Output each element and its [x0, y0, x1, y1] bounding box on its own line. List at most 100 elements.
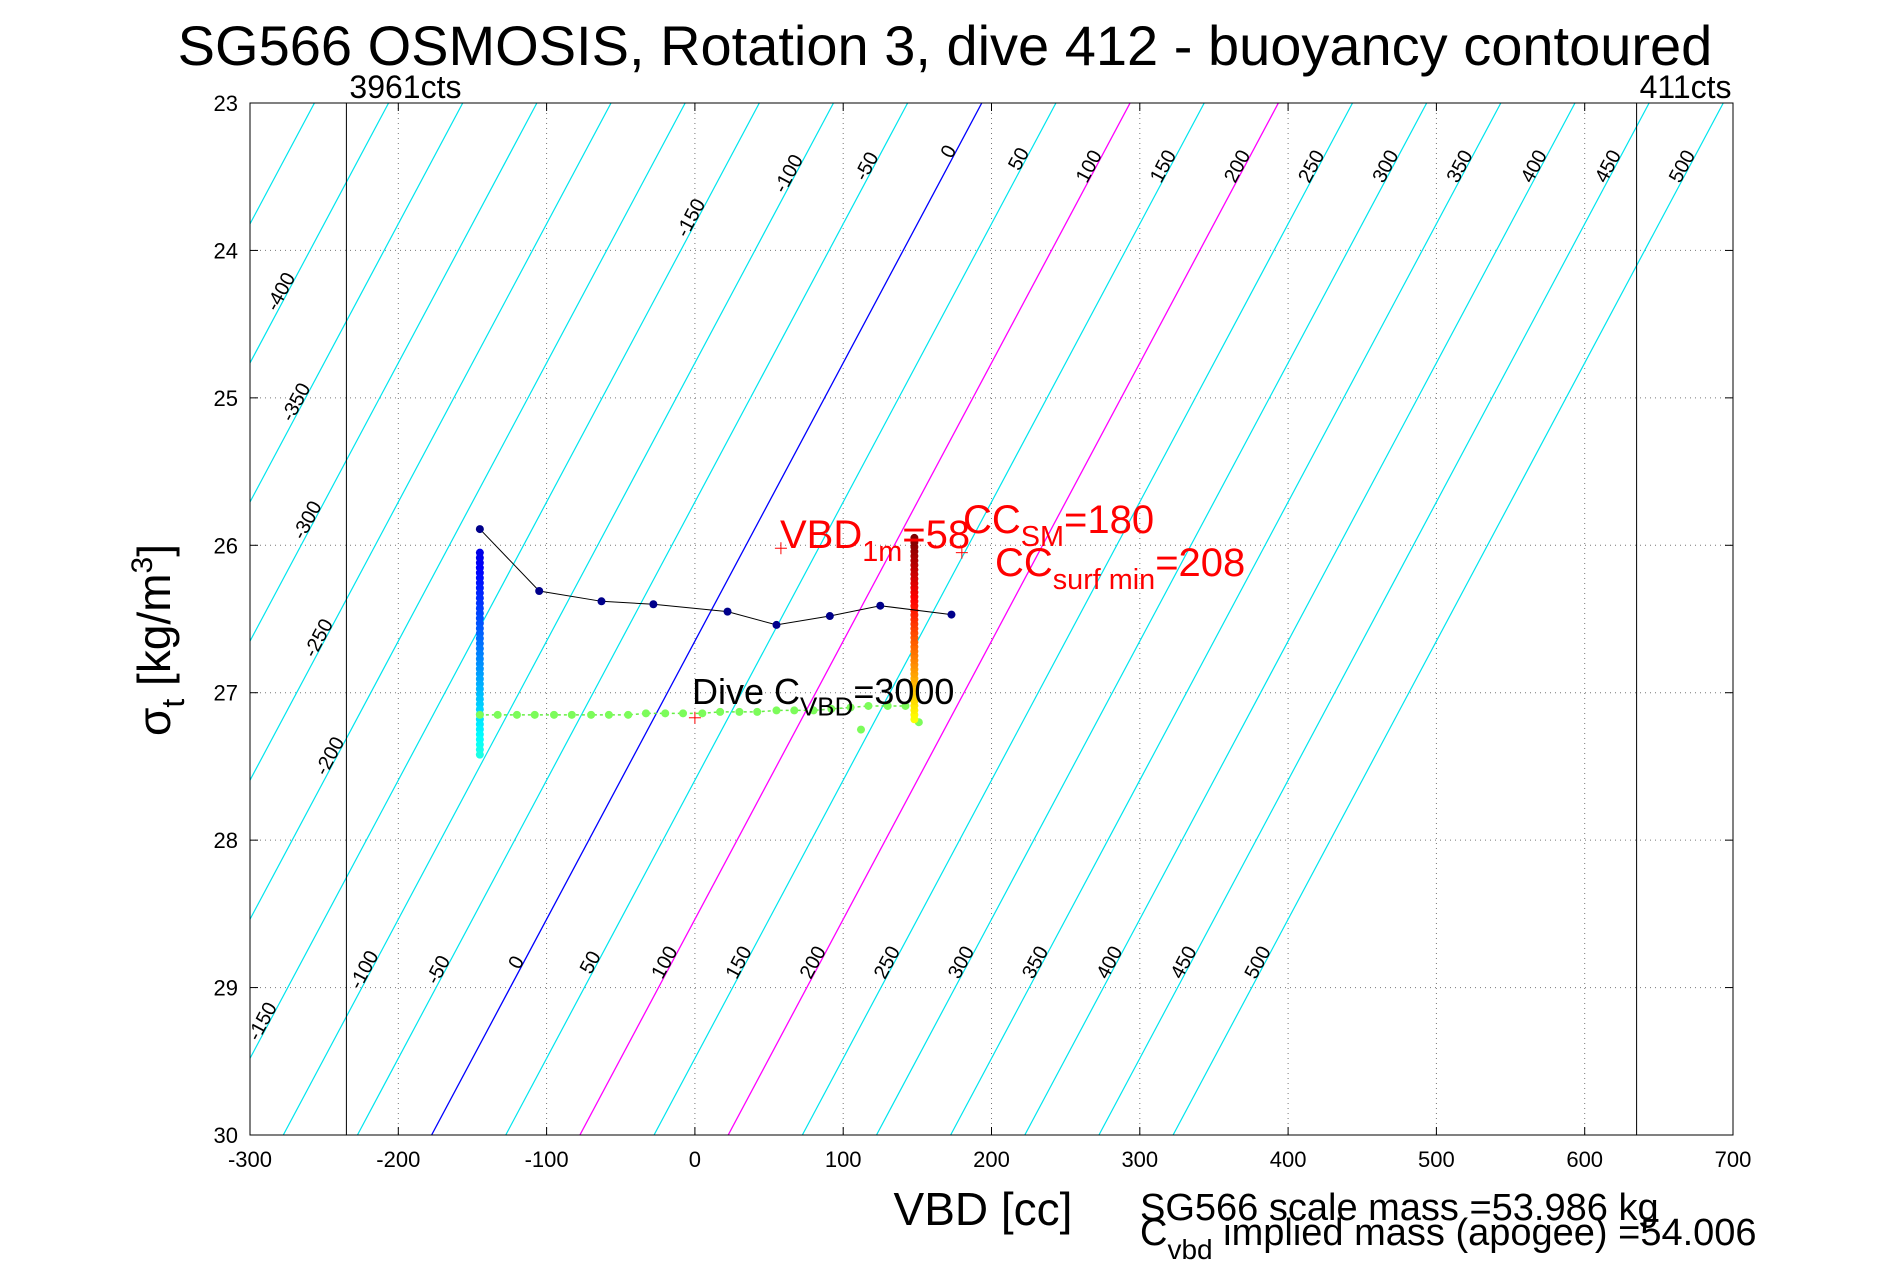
contour-line [505, 103, 1057, 1135]
contour-label: 500 [1241, 943, 1276, 983]
contour-label: 400 [1517, 147, 1552, 187]
x-tick-label: 400 [1270, 1147, 1307, 1172]
x-tick-label: 100 [825, 1147, 862, 1172]
contour-label: 100 [1072, 147, 1107, 187]
cc-surf-annotation: CCsurf min=208 [995, 541, 1245, 596]
contour-line [250, 103, 760, 1060]
contour-line [875, 103, 1428, 1135]
implied-mass-c: C [1140, 1212, 1167, 1254]
contour-line [579, 103, 1131, 1135]
contour-line [801, 103, 1354, 1135]
bin-track-point [649, 600, 658, 609]
apogee-point [641, 709, 650, 718]
contour-label: 300 [944, 943, 979, 983]
x-tick-label: -300 [228, 1147, 272, 1172]
buoyancy-contours: -400 -350 -300 -250 -200 -150 -100 -50 0 50 100 150… [244, 103, 1724, 1135]
y-label-sup: 3 [126, 557, 159, 574]
scale-mass-text: SG566 scale mass =53.986 kg [1140, 1187, 1659, 1229]
bin-track-point [535, 586, 544, 595]
axes: -300 -200 -100 0 100 200 300 400 500 600 700232425… [214, 91, 1752, 1172]
y-tick-label: 24 [214, 238, 238, 263]
implied-mass-sub: vbd [1167, 1234, 1212, 1262]
apogee-point [587, 710, 596, 719]
contour-line [250, 103, 390, 365]
contour-label: 200 [1220, 147, 1255, 187]
climb-point [910, 533, 919, 542]
gridlines [249, 102, 1734, 1136]
x-axis-label: VBD [cc] [894, 1183, 1073, 1235]
vbd-limit-lines: 3961cts 411cts [345, 69, 1732, 1135]
descent-point [475, 750, 484, 759]
y-label-sub: t [155, 699, 191, 708]
contour-label: 400 [1092, 943, 1127, 983]
contour-label: -250 [300, 615, 338, 661]
apogee-point [624, 710, 633, 719]
vbd-limit-label: 3961cts [349, 69, 461, 105]
apogee-point [698, 709, 707, 718]
contour-line [1098, 103, 1650, 1135]
apogee-point [809, 706, 818, 715]
contour-label: 150 [1146, 147, 1181, 187]
y-axis-label: σt [kg/m3] [126, 544, 191, 736]
apogee-point [735, 707, 744, 716]
contour-line [250, 103, 686, 921]
bin-track-point [947, 610, 956, 619]
apogee-point [772, 706, 781, 715]
contour-line [727, 103, 1279, 1135]
contour-label: -50 [422, 952, 455, 988]
dive-cvbd-annotation: Dive CVBD=3000 [692, 671, 954, 722]
y-tick-label: 26 [214, 533, 238, 558]
contour-label: -100 [770, 151, 808, 197]
y-label-close: ] [128, 544, 180, 557]
svg-text:σt [kg/m3]: σt [kg/m3] [126, 544, 191, 736]
bin-track-point [723, 607, 732, 616]
contour-label: -150 [672, 195, 710, 241]
contour-line [250, 103, 612, 782]
contour-label: -50 [850, 149, 883, 185]
x-tick-label: 600 [1566, 1147, 1603, 1172]
apogee-point [864, 701, 873, 710]
contour-label: 350 [1018, 943, 1053, 983]
x-tick-label: 300 [1121, 1147, 1158, 1172]
contour-line [356, 103, 909, 1135]
contour-label: 50 [576, 948, 606, 978]
apogee-point [512, 710, 521, 719]
bin-track-point [475, 525, 484, 534]
apogee-point [753, 707, 762, 716]
apogee-point [530, 710, 539, 719]
contour-label: -300 [288, 498, 326, 544]
bin-track-point [772, 620, 781, 629]
apogee-point [883, 701, 892, 710]
contour-label: -350 [277, 380, 315, 426]
contour-line [431, 103, 983, 1135]
contour-line [653, 103, 1205, 1135]
y-tick-label: 25 [214, 386, 238, 411]
vbd-limit-label: 411cts [1640, 69, 1732, 105]
y-tick-label: 30 [214, 1123, 238, 1148]
contour-line [1172, 103, 1724, 1135]
contour-label: 450 [1591, 147, 1626, 187]
x-tick-label: 0 [689, 1147, 701, 1172]
contour-label: -150 [244, 999, 282, 1045]
apogee-point [604, 710, 613, 719]
implied-mass-rest: implied mass (apogee) =54.006 [1213, 1212, 1757, 1254]
contour-label: 250 [1294, 147, 1329, 187]
apogee-point [856, 725, 865, 734]
contour-line [282, 103, 835, 1135]
apogee-point [679, 709, 688, 718]
contour-label: 350 [1443, 147, 1478, 187]
bin-track-point [597, 597, 606, 606]
y-tick-label: 23 [214, 91, 238, 116]
contour-line [250, 103, 538, 643]
bin-track-point [876, 601, 885, 610]
contour-label: -100 [345, 947, 383, 993]
contour-label: 150 [722, 943, 757, 983]
contour-line [250, 103, 464, 504]
apogee-point [846, 703, 855, 712]
apogee-point [716, 707, 725, 716]
chart-title: SG566 OSMOSIS, Rotation 3, dive 412 - bu… [178, 14, 1713, 77]
x-tick-label: 500 [1418, 1147, 1455, 1172]
contour-label: 50 [1004, 144, 1034, 174]
